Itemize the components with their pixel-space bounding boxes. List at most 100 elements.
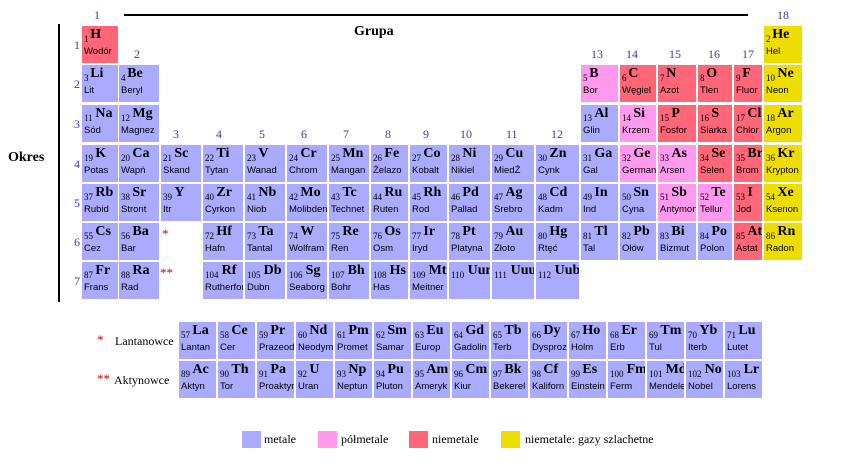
- element-cell[interactable]: 26 Fe Żelazo: [370, 144, 409, 183]
- element-cell[interactable]: 29 Cu MiedŹ: [491, 144, 535, 183]
- element-cell[interactable]: 54 Xe Ksenon: [763, 183, 803, 222]
- element-cell[interactable]: 19 K Potas: [81, 144, 119, 183]
- element-cell[interactable]: 17 Cl Chlor: [733, 104, 763, 143]
- element-cell[interactable]: 84 Po Polon: [697, 222, 733, 261]
- element-cell[interactable]: 55 Cs Cez: [81, 222, 119, 261]
- element-cell[interactable]: 61 Pm Promet: [334, 321, 373, 360]
- element-cell[interactable]: 81 Tl Tal: [580, 222, 619, 261]
- element-cell[interactable]: 23 V Wanad: [244, 144, 286, 183]
- element-cell[interactable]: 21 Sc Skand: [160, 144, 202, 183]
- element-cell[interactable]: 107 Bh Bohr: [328, 261, 370, 300]
- element-cell[interactable]: 41 Nb Niob: [244, 183, 286, 222]
- element-cell[interactable]: 6 C Węgiel: [619, 64, 657, 103]
- element-cell[interactable]: 35 Br Brom: [733, 144, 763, 183]
- element-cell[interactable]: 77 Ir Iryd: [409, 222, 448, 261]
- element-cell[interactable]: 83 Bi Bizmut: [657, 222, 697, 261]
- element-cell[interactable]: 110 Uun: [448, 261, 491, 300]
- element-cell[interactable]: 50 Sn Cyna: [619, 183, 657, 222]
- element-cell[interactable]: 14 Si Krzem: [619, 104, 657, 143]
- element-cell[interactable]: 40 Zr Cyrkon: [202, 183, 244, 222]
- element-cell[interactable]: 111 Uuu: [491, 261, 535, 300]
- element-cell[interactable]: 34 Se Selen: [697, 144, 733, 183]
- element-cell[interactable]: 62 Sm Samar: [373, 321, 412, 360]
- element-cell[interactable]: 32 Ge German: [619, 144, 657, 183]
- element-cell[interactable]: 2 He Hel: [763, 25, 803, 64]
- element-cell[interactable]: 70 Yb Iterb: [685, 321, 724, 360]
- element-cell[interactable]: 88 Ra Rad: [118, 261, 160, 300]
- element-cell[interactable]: 93 Np Neptun: [334, 360, 373, 399]
- element-cell[interactable]: 76 Os Osm: [370, 222, 409, 261]
- element-cell[interactable]: 94 Pu Pluton: [373, 360, 412, 399]
- element-cell[interactable]: 16 S Siarka: [697, 104, 733, 143]
- element-cell[interactable]: 8 O Tlen: [697, 64, 733, 103]
- element-cell[interactable]: 100 Fm Ferm: [607, 360, 646, 399]
- element-cell[interactable]: 44 Ru Ruten: [370, 183, 409, 222]
- element-cell[interactable]: 38 Sr Stront: [118, 183, 160, 222]
- element-cell[interactable]: 69 Tm Tul: [646, 321, 685, 360]
- element-cell[interactable]: 72 Hf Hafn: [202, 222, 244, 261]
- element-cell[interactable]: 73 Ta Tantal: [244, 222, 286, 261]
- element-cell[interactable]: 60 Nd Neodym: [295, 321, 334, 360]
- element-cell[interactable]: 52 Te Tellur: [697, 183, 733, 222]
- element-cell[interactable]: 12 Mg Magnez: [118, 104, 160, 143]
- element-cell[interactable]: 1 H Wodór: [81, 25, 119, 64]
- element-cell[interactable]: 95 Am Ameryk: [412, 360, 451, 399]
- element-cell[interactable]: 96 Cm Kiur: [451, 360, 490, 399]
- element-cell[interactable]: 10 Ne Neon: [763, 64, 803, 103]
- element-cell[interactable]: 4 Be Beryl: [118, 64, 160, 103]
- element-cell[interactable]: 9 F Fluor: [733, 64, 763, 103]
- element-cell[interactable]: 112 Uub: [535, 261, 580, 300]
- element-cell[interactable]: 46 Pd Pallad: [448, 183, 491, 222]
- element-cell[interactable]: 109 Mt Meitner: [409, 261, 448, 300]
- element-cell[interactable]: 56 Ba Bar: [118, 222, 160, 261]
- element-cell[interactable]: 103 Lr Lorens: [724, 360, 763, 399]
- element-cell[interactable]: 13 Al Glin: [580, 104, 619, 143]
- element-cell[interactable]: 105 Db Dubn: [244, 261, 286, 300]
- element-cell[interactable]: 31 Ga Gal: [580, 144, 619, 183]
- element-cell[interactable]: 66 Dy Dysproz: [529, 321, 568, 360]
- element-cell[interactable]: 82 Pb Ołów: [619, 222, 657, 261]
- element-cell[interactable]: 106 Sg Seaborg: [286, 261, 328, 300]
- element-cell[interactable]: 102 No Nobel: [685, 360, 724, 399]
- element-cell[interactable]: 87 Fr Frans: [81, 261, 119, 300]
- element-cell[interactable]: 98 Cf Kaliforn: [529, 360, 568, 399]
- element-cell[interactable]: 25 Mn Mangan: [328, 144, 370, 183]
- element-cell[interactable]: 11 Na Sód: [81, 104, 119, 143]
- element-cell[interactable]: 78 Pt Platyna: [448, 222, 491, 261]
- element-cell[interactable]: 20 Ca Wapń: [118, 144, 160, 183]
- element-cell[interactable]: 53 I Jod: [733, 183, 763, 222]
- element-cell[interactable]: 45 Rh Rod: [409, 183, 448, 222]
- element-cell[interactable]: 91 Pa Proaktyn: [256, 360, 295, 399]
- element-cell[interactable]: 71 Lu Lutet: [724, 321, 763, 360]
- element-cell[interactable]: 36 Kr Krypton: [763, 144, 803, 183]
- element-cell[interactable]: 63 Eu Europ: [412, 321, 451, 360]
- element-cell[interactable]: 28 Ni Nikiel: [448, 144, 491, 183]
- element-cell[interactable]: 7 N Azot: [657, 64, 697, 103]
- element-cell[interactable]: 5 B Bor: [580, 64, 619, 103]
- element-cell[interactable]: 3 Li Lit: [81, 64, 119, 103]
- element-cell[interactable]: 42 Mo Molibden: [286, 183, 328, 222]
- element-cell[interactable]: 65 Tb Terb: [490, 321, 529, 360]
- element-cell[interactable]: 57 La Lantan: [178, 321, 217, 360]
- element-cell[interactable]: 33 As Arsen: [657, 144, 697, 183]
- element-cell[interactable]: 15 P Fosfor: [657, 104, 697, 143]
- element-cell[interactable]: 74 W Wolfram: [286, 222, 328, 261]
- element-cell[interactable]: 48 Cd Kadm: [535, 183, 580, 222]
- element-cell[interactable]: 67 Ho Holm: [568, 321, 607, 360]
- element-cell[interactable]: 79 Au Złoto: [491, 222, 535, 261]
- element-cell[interactable]: 47 Ag Srebro: [491, 183, 535, 222]
- element-cell[interactable]: 80 Hg Rtęć: [535, 222, 580, 261]
- element-cell[interactable]: 43 Tc Technet: [328, 183, 370, 222]
- element-cell[interactable]: 49 In Ind: [580, 183, 619, 222]
- element-cell[interactable]: 68 Er Erb: [607, 321, 646, 360]
- element-cell[interactable]: 99 Es Einstein: [568, 360, 607, 399]
- element-cell[interactable]: 24 Cr Chrom: [286, 144, 328, 183]
- element-cell[interactable]: 90 Th Tor: [217, 360, 256, 399]
- element-cell[interactable]: 37 Rb Rubid: [81, 183, 119, 222]
- element-cell[interactable]: 18 Ar Argon: [763, 104, 803, 143]
- element-cell[interactable]: 75 Re Ren: [328, 222, 370, 261]
- element-cell[interactable]: 97 Bk Bekerel: [490, 360, 529, 399]
